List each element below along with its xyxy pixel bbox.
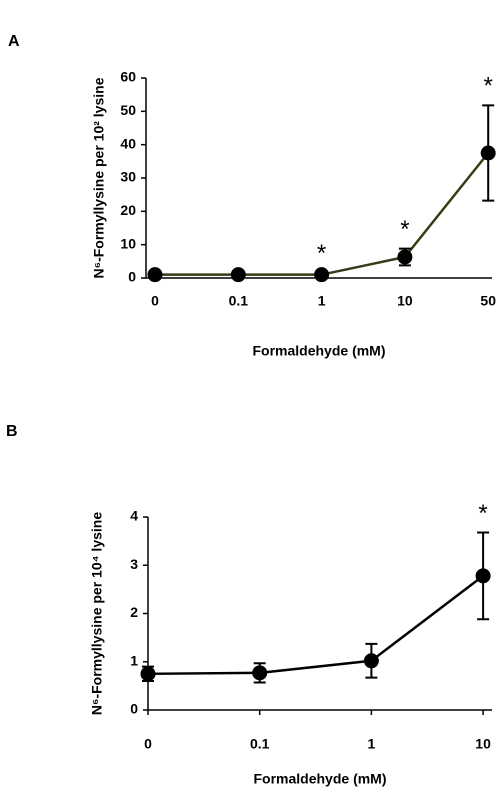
data-point: [475, 568, 491, 584]
y-tick-label: 0: [130, 701, 138, 717]
data-point: [140, 666, 156, 682]
panel-label: A: [8, 33, 20, 50]
data-point: [147, 267, 163, 283]
x-axis-label: Formaldehyde (mM): [252, 343, 385, 359]
y-axis-label: N⁶-Formyllysine per 10⁴ lysine: [89, 512, 105, 715]
x-tick-label: 0.1: [229, 293, 249, 309]
data-point: [314, 267, 330, 283]
data-point: [363, 653, 379, 669]
y-tick-label: 0: [128, 269, 136, 285]
x-tick-label: 50: [480, 293, 496, 309]
data-point: [252, 665, 268, 681]
significance-mark: *: [317, 240, 326, 267]
data-point: [230, 267, 246, 283]
x-axis-label: Formaldehyde (mM): [253, 771, 386, 787]
x-tick-label: 10: [397, 293, 413, 309]
significance-mark: *: [478, 500, 487, 527]
significance-mark: *: [484, 73, 493, 100]
x-tick-label: 1: [318, 293, 326, 309]
x-tick-label: 0: [151, 293, 159, 309]
y-tick-label: 60: [120, 69, 136, 85]
y-tick-label: 3: [130, 556, 138, 572]
panel-label: B: [6, 423, 18, 440]
y-tick-label: 40: [120, 135, 136, 151]
significance-mark: *: [400, 216, 409, 243]
y-tick-label: 30: [120, 169, 136, 185]
y-tick-label: 4: [130, 508, 138, 524]
data-line: [147, 574, 484, 676]
y-tick-label: 50: [120, 102, 136, 118]
data-point: [480, 145, 496, 161]
x-tick-label: 1: [368, 736, 376, 752]
y-tick-label: 1: [130, 652, 138, 668]
x-tick-label: 10: [475, 736, 491, 752]
y-tick-label: 2: [130, 604, 138, 620]
x-tick-label: 0.1: [250, 736, 270, 752]
y-axis-label: N⁶-Formyllysine per 10² lysine: [91, 77, 107, 278]
x-tick-label: 0: [144, 736, 152, 752]
data-point: [397, 249, 413, 265]
y-tick-label: 10: [120, 235, 136, 251]
y-tick-label: 20: [120, 202, 136, 218]
